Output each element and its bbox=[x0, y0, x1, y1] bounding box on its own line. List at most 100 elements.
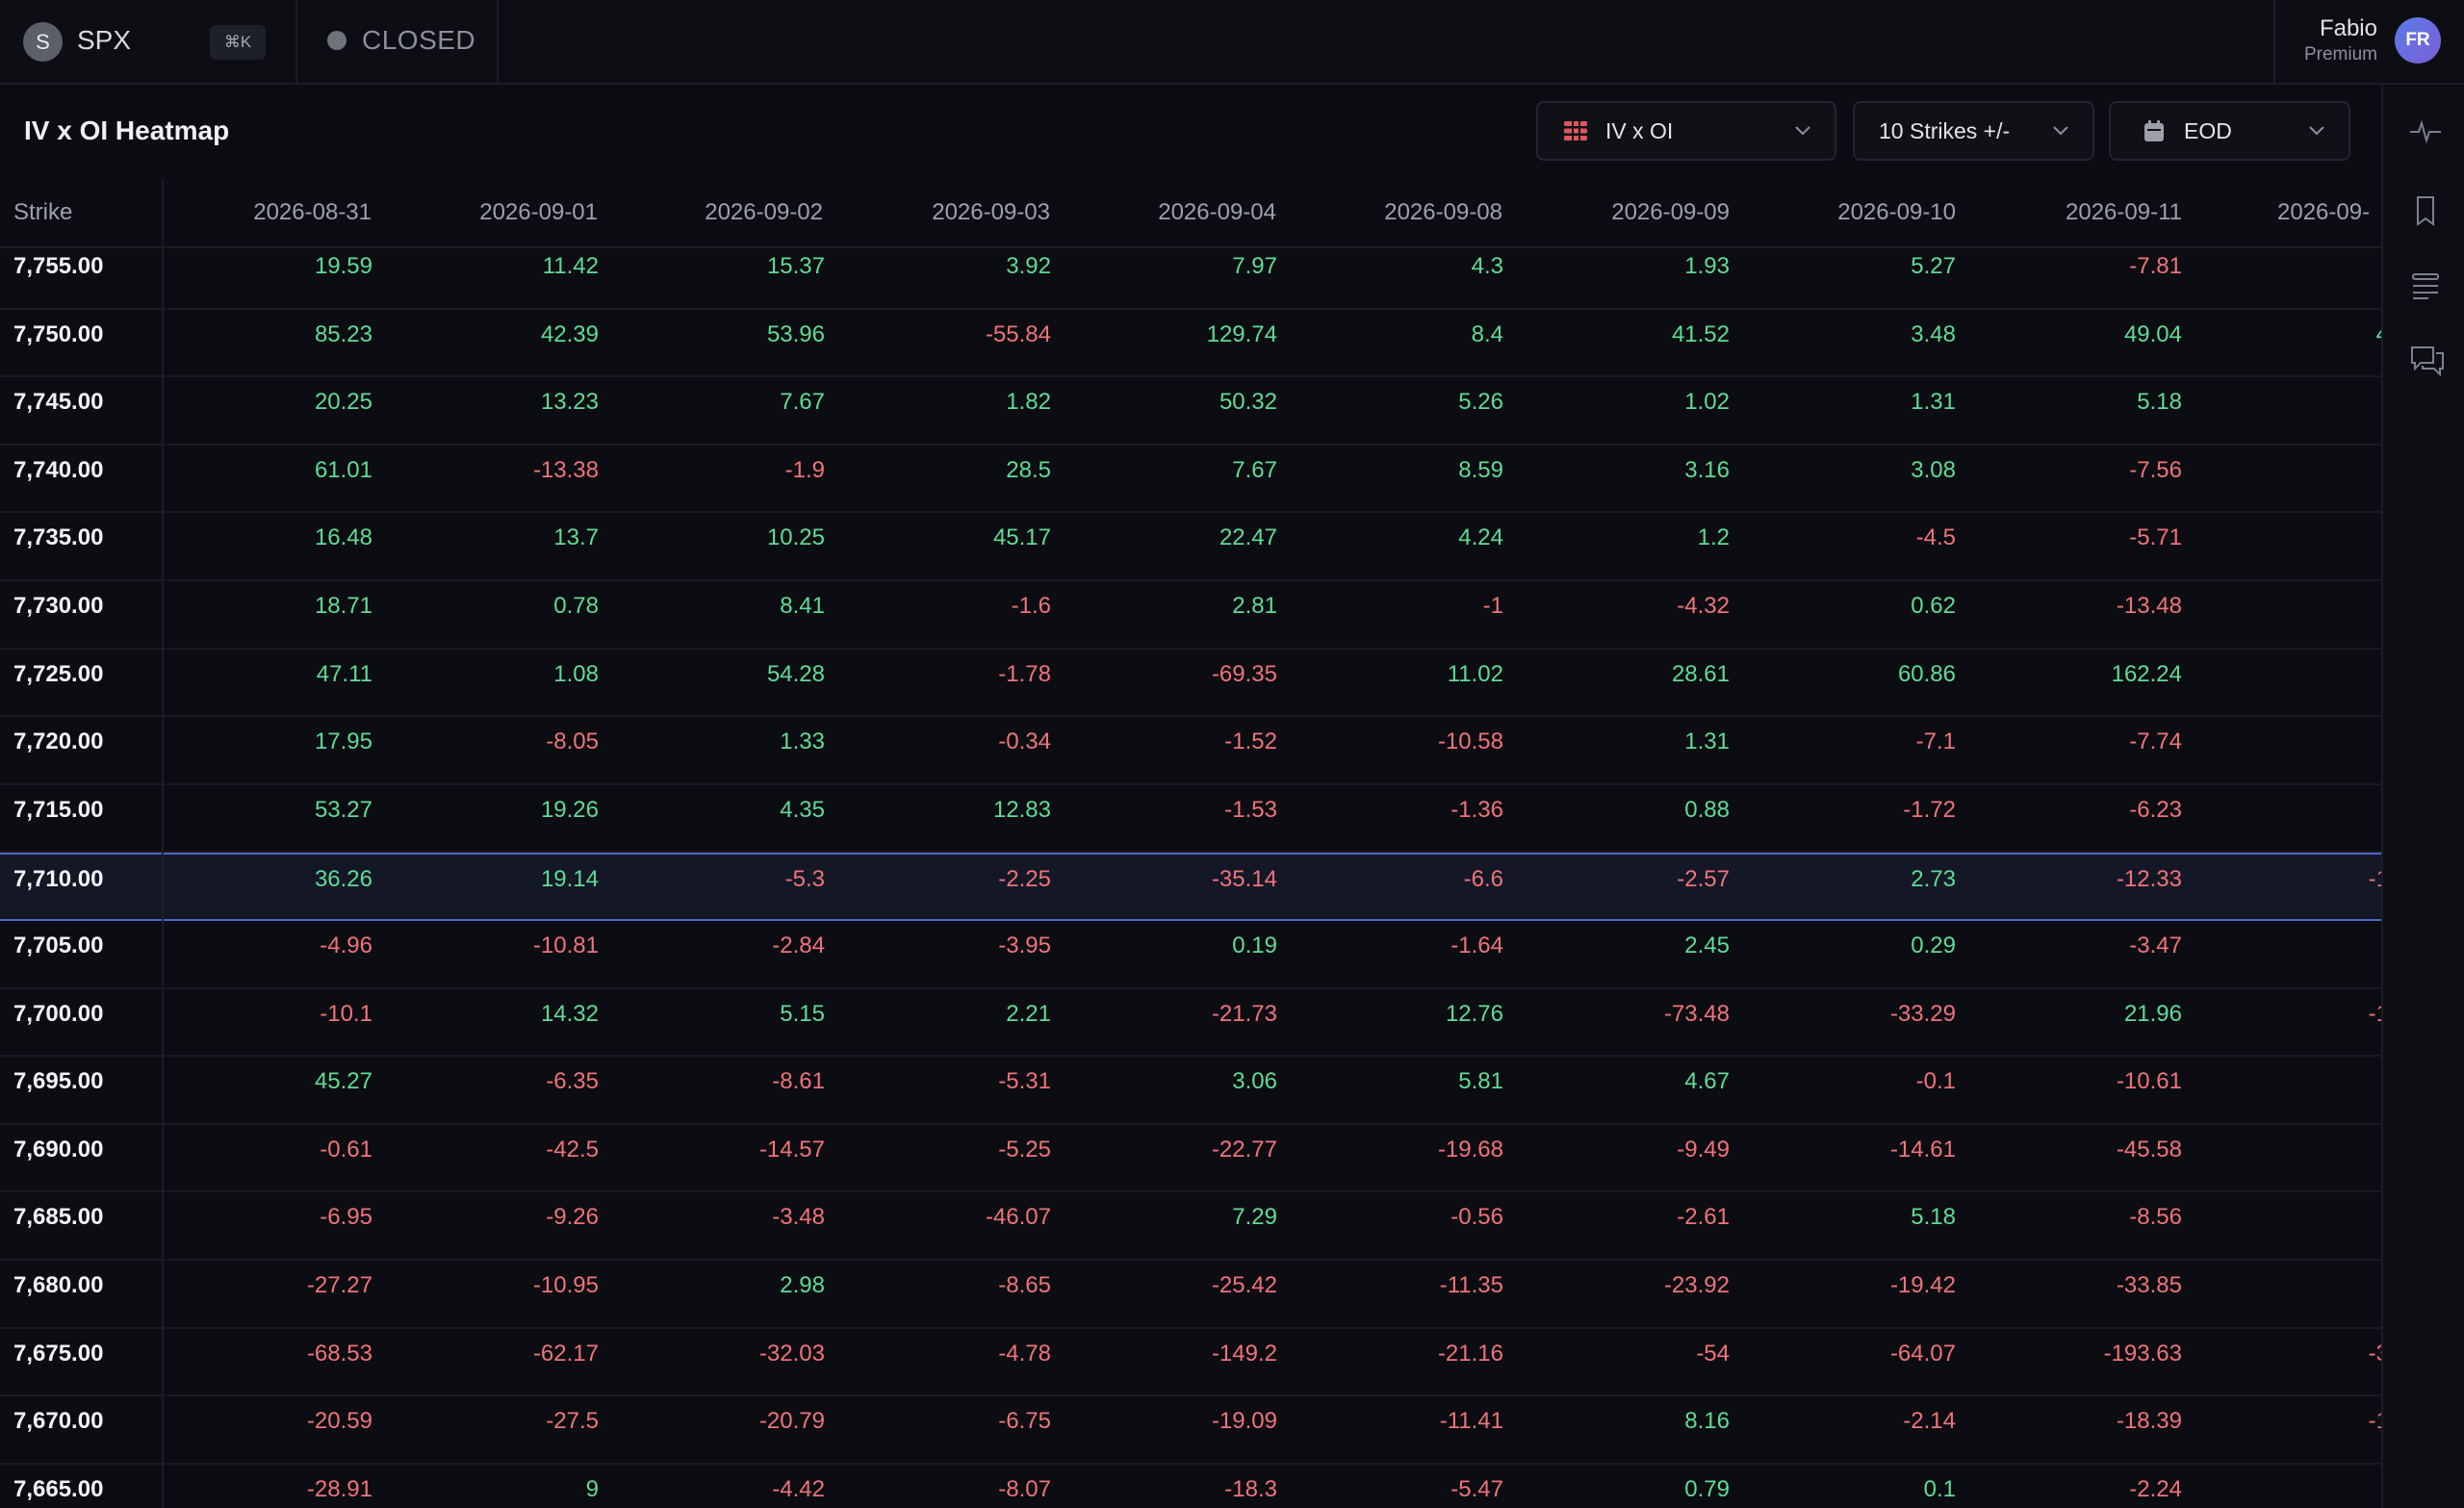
heatmap-cell[interactable]: 53.27 bbox=[314, 796, 372, 823]
heatmap-cell[interactable]: -73.48 bbox=[1663, 1000, 1730, 1027]
heatmap-cell[interactable]: 16.48 bbox=[314, 524, 372, 551]
user-name[interactable]: Fabio bbox=[2319, 15, 2377, 41]
heatmap-cell[interactable]: -10.81 bbox=[532, 933, 599, 958]
heatmap-cell[interactable]: -20.59 bbox=[306, 1408, 372, 1435]
heatmap-cell[interactable]: -6.95 bbox=[320, 1204, 372, 1231]
heatmap-cell[interactable]: -4.32 bbox=[1677, 593, 1730, 619]
heatmap-cell[interactable]: -6.23 bbox=[2129, 796, 2182, 823]
heatmap-cell[interactable]: -28.91 bbox=[306, 1475, 372, 1502]
heatmap-cell[interactable]: -18.39 bbox=[2116, 1408, 2182, 1435]
heatmap-cell[interactable]: 36.26 bbox=[314, 866, 372, 893]
ticker-avatar[interactable]: S bbox=[23, 22, 63, 62]
heatmap-cell[interactable]: 0.1 bbox=[1923, 1475, 1956, 1502]
heatmap-cell[interactable]: -17. bbox=[2368, 1000, 2381, 1027]
date-column-header[interactable]: 2026-09-04 bbox=[1158, 199, 1276, 225]
heatmap-cell[interactable]: -12. bbox=[2368, 866, 2381, 893]
heatmap-cell[interactable]: 0.78 bbox=[553, 593, 599, 619]
heatmap-cell[interactable]: -20.79 bbox=[758, 1408, 825, 1435]
heatmap-cell[interactable]: 3.06 bbox=[1232, 1068, 1277, 1095]
heatmap-cell[interactable]: 22.47 bbox=[1219, 524, 1277, 551]
heatmap-cell[interactable]: 49.04 bbox=[2123, 320, 2182, 347]
heatmap-cell[interactable]: -7.56 bbox=[2129, 456, 2182, 483]
heatmap-cell[interactable]: -19.42 bbox=[1889, 1272, 1956, 1298]
heatmap-cell[interactable]: -27.27 bbox=[306, 1272, 372, 1298]
ticker-symbol[interactable]: SPX bbox=[77, 25, 132, 55]
heatmap-cell[interactable]: 20.25 bbox=[314, 389, 372, 416]
time-select[interactable]: EOD bbox=[2109, 101, 2350, 161]
heatmap-cell[interactable]: 4.35 bbox=[780, 796, 825, 823]
heatmap-cell[interactable]: -32.03 bbox=[758, 1340, 825, 1367]
heatmap-cell[interactable]: -18.3 bbox=[1224, 1475, 1277, 1502]
date-column-header[interactable]: 2026-09-08 bbox=[1384, 199, 1502, 225]
heatmap-cell[interactable]: -10.61 bbox=[2116, 1068, 2182, 1095]
heatmap-cell[interactable]: 0.29 bbox=[1911, 933, 1956, 958]
heatmap-cell[interactable]: 5.27 bbox=[1911, 253, 1956, 279]
date-column-header[interactable]: 2026-09- bbox=[2277, 199, 2371, 225]
heatmap-cell[interactable]: -8.56 bbox=[2129, 1204, 2182, 1231]
table-row[interactable]: 7,720.00 17.95 -8.05 1.33 -0.34 -1.52 -10.58 1.… bbox=[0, 717, 2381, 785]
heatmap-cell[interactable]: 2.21 bbox=[1006, 1000, 1051, 1027]
heatmap-cell[interactable]: -22.77 bbox=[1211, 1136, 1277, 1163]
heatmap-cell[interactable]: -2.25 bbox=[998, 866, 1051, 893]
table-row[interactable]: 7,740.00 61.01 -13.38 -1.9 28.5 7.67 8.59 3.16 3… bbox=[0, 446, 2381, 514]
chat-icon[interactable] bbox=[2409, 343, 2446, 379]
heatmap-cell[interactable]: -33.85 bbox=[2116, 1272, 2182, 1298]
heatmap-cell[interactable]: -4.42 bbox=[772, 1475, 825, 1502]
heatmap-cell[interactable]: 5.81 bbox=[1458, 1068, 1503, 1095]
heatmap-cell[interactable]: -0.56 bbox=[1450, 1204, 1503, 1231]
heatmap-cell[interactable]: 5.26 bbox=[1458, 389, 1503, 416]
heatmap-cell[interactable]: -8.61 bbox=[772, 1068, 825, 1095]
heatmap-cell[interactable]: 0.19 bbox=[1232, 933, 1277, 958]
heatmap-cell[interactable]: 0.88 bbox=[1684, 796, 1730, 823]
heatmap-cell[interactable]: 12.83 bbox=[992, 796, 1051, 823]
heatmap-cell[interactable]: -4.5 bbox=[1915, 524, 1956, 551]
heatmap-cell[interactable]: 21.96 bbox=[2123, 1000, 2182, 1027]
heatmap-cell[interactable]: -46.07 bbox=[985, 1204, 1051, 1231]
heatmap-cell[interactable]: 8.59 bbox=[1458, 456, 1503, 483]
table-row[interactable]: 7,750.00 85.23 42.39 53.96 -55.84 129.74 8.4 41… bbox=[0, 310, 2381, 378]
heatmap-cell[interactable]: 1.2 bbox=[1697, 524, 1730, 551]
table-row[interactable]: 7,670.00 -20.59 -27.5 -20.79 -6.75 -19.09 -11.… bbox=[0, 1396, 2381, 1465]
heatmap-cell[interactable]: 14.32 bbox=[540, 1000, 599, 1027]
heatmap-cell[interactable]: -5.25 bbox=[998, 1136, 1051, 1163]
heatmap-cell[interactable]: -2.84 bbox=[772, 933, 825, 958]
heatmap-cell[interactable]: -0.61 bbox=[320, 1136, 372, 1163]
heatmap-cell[interactable]: 42.39 bbox=[540, 320, 599, 347]
heatmap-cell[interactable]: 1.31 bbox=[1911, 389, 1956, 416]
heatmap-cell[interactable]: 3.08 bbox=[1911, 456, 1956, 483]
table-row[interactable]: 7,735.00 16.48 13.7 10.25 45.17 22.47 4.24 1.2 -… bbox=[0, 513, 2381, 581]
heatmap-cell[interactable]: 11.42 bbox=[542, 253, 599, 279]
heatmap-cell[interactable]: 162.24 bbox=[2111, 660, 2182, 687]
heatmap-cell[interactable]: -68.53 bbox=[306, 1340, 372, 1367]
heatmap-cell[interactable]: -6.6 bbox=[1463, 866, 1503, 893]
heatmap-cell[interactable]: 13.23 bbox=[540, 389, 599, 416]
heatmap-cell[interactable]: 1.08 bbox=[553, 660, 599, 687]
heatmap-cell[interactable]: 129.74 bbox=[1206, 320, 1277, 347]
heatmap-cell[interactable]: -193.63 bbox=[2103, 1340, 2182, 1367]
heatmap-cell[interactable]: -5.47 bbox=[1450, 1475, 1503, 1502]
table-row[interactable]: 7,680.00 -27.27 -10.95 2.98 -8.65 -25.42 -11.3… bbox=[0, 1261, 2381, 1329]
activity-icon[interactable] bbox=[2409, 117, 2442, 146]
heatmap-cell[interactable]: 5.18 bbox=[2137, 389, 2182, 416]
heatmap-cell[interactable]: -8.07 bbox=[998, 1475, 1051, 1502]
heatmap-cell[interactable]: -1.78 bbox=[998, 660, 1051, 687]
date-column-header[interactable]: 2026-09-03 bbox=[932, 199, 1050, 225]
heatmap-cell[interactable]: 17.95 bbox=[314, 728, 372, 755]
heatmap-cell[interactable]: -1.9 bbox=[784, 456, 825, 483]
heatmap-cell[interactable]: -33.29 bbox=[1889, 1000, 1956, 1027]
heatmap-cell[interactable]: -64.07 bbox=[1889, 1340, 1956, 1367]
heatmap-cell[interactable]: -3.47 bbox=[2129, 933, 2182, 958]
heatmap-cell[interactable]: -10.1 bbox=[320, 1000, 372, 1027]
heatmap-cell[interactable]: 9 bbox=[585, 1475, 599, 1502]
heatmap-cell[interactable]: 3.48 bbox=[1911, 320, 1956, 347]
heatmap-cell[interactable]: 53.96 bbox=[766, 320, 825, 347]
table-row-current-price[interactable]: 7,710.00 36.26 19.14 -5.3 -2.25 -35.14 -6.6 -2.… bbox=[0, 853, 2381, 921]
heatmap-cell[interactable]: -1.53 bbox=[1224, 796, 1277, 823]
heatmap-cell[interactable]: -5.71 bbox=[2129, 524, 2182, 551]
heatmap-cell[interactable]: 1.82 bbox=[1006, 389, 1051, 416]
heatmap-cell[interactable]: 40. bbox=[2376, 321, 2381, 348]
heatmap-cell[interactable]: 3.92 bbox=[1006, 253, 1051, 279]
heatmap-cell[interactable]: 0.79 bbox=[1684, 1475, 1730, 1502]
heatmap-cell[interactable]: 60.86 bbox=[1897, 660, 1956, 687]
user-avatar[interactable]: FR bbox=[2395, 17, 2441, 64]
